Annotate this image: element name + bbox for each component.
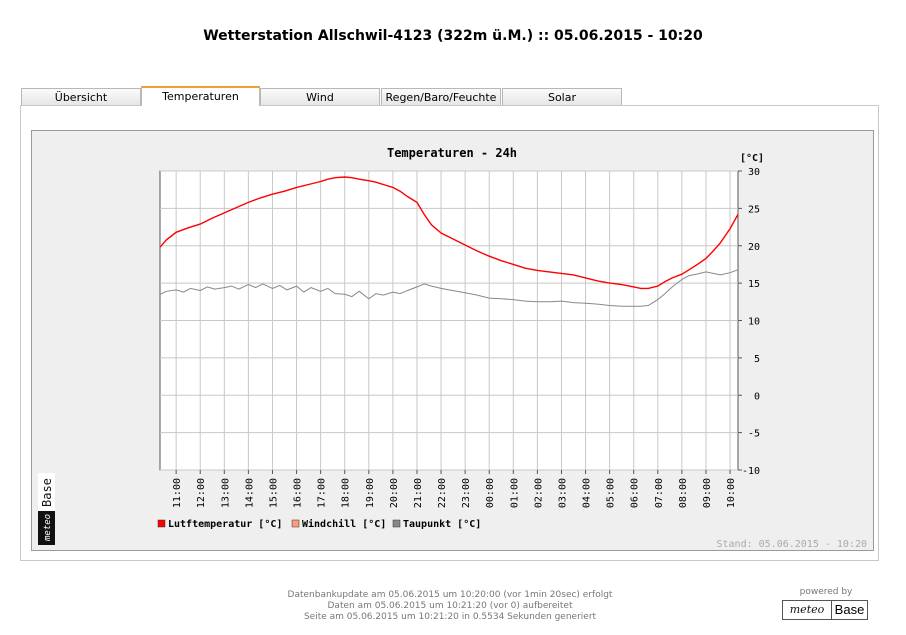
x-tick-label: 22:00 bbox=[437, 478, 448, 508]
series-lines bbox=[159, 176, 739, 307]
y-tick-label: 20 bbox=[748, 242, 760, 253]
y-tick-label: -10 bbox=[742, 466, 760, 477]
x-tick-label: 21:00 bbox=[413, 478, 424, 508]
x-tick-label: 00:00 bbox=[485, 478, 496, 508]
svg-text:Base: Base bbox=[40, 478, 54, 507]
meteobase-logo[interactable]: meteo Base bbox=[782, 600, 868, 620]
legend-label: Taupunkt [°C] bbox=[403, 519, 481, 530]
chart-timestamp: Stand: 05.06.2015 - 10:20 bbox=[716, 539, 867, 550]
x-tick-label: 18:00 bbox=[341, 478, 352, 508]
tab-solar[interactable]: Solar bbox=[502, 88, 622, 105]
x-tick-label: 12:00 bbox=[196, 478, 207, 508]
svg-text:meteo: meteo bbox=[43, 514, 53, 542]
footer-line-db-update: Datenbankupdate am 05.06.2015 um 10:20:0… bbox=[287, 590, 613, 600]
legend-swatch bbox=[157, 519, 166, 528]
x-tick-label: 07:00 bbox=[654, 478, 665, 508]
x-tick-label: 11:00 bbox=[172, 478, 183, 508]
page-title: Wetterstation Allschwil-4123 (322m ü.M.)… bbox=[203, 28, 703, 44]
y-tick-label: -5 bbox=[748, 429, 760, 440]
x-tick-label: 01:00 bbox=[509, 478, 520, 508]
legend-label: Lutftemperatur [°C] bbox=[168, 519, 282, 530]
powered-by-label: powered by bbox=[799, 587, 853, 597]
footer-line-data-prepared: Daten am 05.06.2015 um 10:21:20 (vor 0) … bbox=[327, 601, 573, 611]
grid-lines bbox=[160, 170, 738, 471]
y-tick-label: 15 bbox=[748, 279, 760, 290]
tab-temperaturen[interactable]: Temperaturen bbox=[141, 86, 260, 106]
tab-uebersicht[interactable]: Übersicht bbox=[21, 88, 141, 105]
series-line-lufttemperatur bbox=[159, 176, 739, 290]
x-tick-label: 19:00 bbox=[365, 478, 376, 508]
y-tick-label: 0 bbox=[754, 391, 760, 402]
y-tick-label: 30 bbox=[748, 167, 760, 178]
x-tick-label: 17:00 bbox=[317, 478, 328, 508]
series-line-taupunkt bbox=[159, 269, 739, 307]
x-tick-label: 15:00 bbox=[268, 478, 279, 508]
x-tick-label: 04:00 bbox=[582, 478, 593, 508]
y-tick-label: 25 bbox=[748, 204, 760, 215]
footer-status: Datenbankupdate am 05.06.2015 um 10:20:0… bbox=[200, 590, 700, 623]
x-tick-label: 06:00 bbox=[630, 478, 641, 508]
x-tick-label: 23:00 bbox=[461, 478, 472, 508]
tab-regen-baro-feuchte[interactable]: Regen/Baro/Feuchte bbox=[381, 88, 501, 105]
x-tick-label: 16:00 bbox=[293, 478, 304, 508]
y-tick-label: 10 bbox=[748, 317, 760, 328]
y-axis: 30 25 20 15 10 5 0 -5 -10 bbox=[738, 167, 760, 477]
x-tick-label: 03:00 bbox=[557, 478, 568, 508]
y-axis-unit-label: [°C] bbox=[740, 153, 764, 164]
x-tick-label: 13:00 bbox=[220, 478, 231, 508]
x-axis: 11:00 12:00 13:00 14:00 15:00 16:00 17:00 18:00… bbox=[172, 470, 737, 508]
logo-base-text: Base bbox=[831, 601, 867, 619]
y-tick-label: 5 bbox=[754, 354, 760, 365]
meteobase-logo-vertical: Base meteo bbox=[38, 473, 55, 545]
x-tick-label: 09:00 bbox=[702, 478, 713, 508]
x-tick-label: 14:00 bbox=[244, 478, 255, 508]
chart-title: Temperaturen - 24h bbox=[387, 146, 517, 160]
footer-line-page-generated: Seite am 05.06.2015 um 10:21:20 in 0.553… bbox=[303, 612, 597, 622]
legend-swatch bbox=[392, 519, 401, 528]
x-tick-label: 02:00 bbox=[533, 478, 544, 508]
x-tick-label: 10:00 bbox=[726, 478, 737, 508]
legend-label: Windchill [°C] bbox=[302, 518, 386, 530]
logo-meteo-text: meteo bbox=[783, 601, 831, 619]
tab-wind[interactable]: Wind bbox=[260, 88, 380, 105]
x-tick-label: 20:00 bbox=[389, 478, 400, 508]
legend: Lutftemperatur [°C] Windchill [°C] Taupunk… bbox=[157, 518, 481, 530]
legend-swatch bbox=[291, 519, 300, 528]
x-tick-label: 08:00 bbox=[678, 478, 689, 508]
x-tick-label: 05:00 bbox=[606, 478, 617, 508]
